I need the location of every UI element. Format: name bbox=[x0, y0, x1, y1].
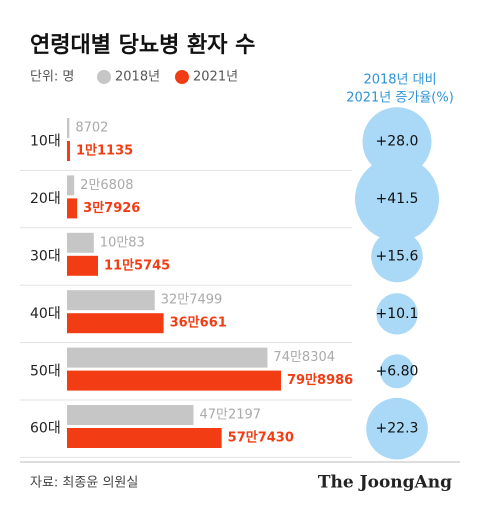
bar bbox=[67, 175, 75, 196]
source: 자료: 최종윤 의원실 bbox=[30, 476, 138, 491]
bar bbox=[67, 141, 70, 161]
value-label: 3만7926 bbox=[83, 200, 140, 216]
bar bbox=[67, 232, 94, 253]
bar bbox=[67, 290, 155, 311]
growth-bubble bbox=[366, 397, 428, 460]
growth-label: +15.6 bbox=[376, 249, 419, 265]
category-label: 50대 bbox=[30, 363, 61, 379]
bar bbox=[67, 198, 78, 219]
value-label: 1만1135 bbox=[76, 143, 133, 159]
value-label: 74만8304 bbox=[273, 350, 335, 365]
bar bbox=[67, 255, 99, 276]
value-label: 11만5745 bbox=[104, 257, 170, 273]
growth-title: 2021년 증가율(%) bbox=[346, 91, 454, 106]
category-label: 40대 bbox=[30, 306, 61, 322]
growth-bubble bbox=[376, 293, 418, 335]
value-label: 8702 bbox=[75, 121, 108, 136]
bar bbox=[67, 347, 268, 368]
legend-label: 2018년 bbox=[115, 70, 160, 85]
category-label: 10대 bbox=[30, 134, 61, 150]
chart-title: 연령대별 당뇨병 환자 수 bbox=[30, 33, 255, 58]
growth-label: +22.3 bbox=[376, 421, 419, 437]
growth-label: +41.5 bbox=[376, 191, 419, 207]
bar bbox=[67, 428, 222, 448]
value-label: 57만7430 bbox=[228, 430, 294, 446]
growth-title: 2018년 대비 bbox=[363, 73, 436, 88]
growth-label: +6.80 bbox=[376, 363, 419, 379]
category-label: 60대 bbox=[30, 421, 61, 437]
legend-label: 2021년 bbox=[193, 70, 238, 85]
legend-swatch bbox=[175, 70, 189, 84]
value-label: 2만6808 bbox=[80, 178, 133, 193]
unit-label: 단위: 명 bbox=[30, 70, 74, 85]
bar bbox=[67, 370, 281, 391]
growth-label: +10.1 bbox=[376, 306, 419, 322]
category-label: 20대 bbox=[30, 191, 61, 207]
growth-bubble bbox=[379, 354, 415, 389]
value-label: 36만661 bbox=[170, 315, 227, 331]
value-label: 47만2197 bbox=[199, 408, 261, 423]
bar bbox=[67, 313, 164, 334]
category-label: 30대 bbox=[30, 249, 61, 265]
value-label: 79만8986 bbox=[287, 372, 353, 388]
growth-bubble bbox=[371, 230, 423, 283]
legend-swatch bbox=[97, 70, 111, 84]
growth-bubble bbox=[362, 107, 432, 177]
bar bbox=[67, 405, 194, 425]
brand: The JoongAng bbox=[318, 473, 452, 493]
value-label: 10만83 bbox=[100, 235, 145, 250]
growth-bubble bbox=[355, 157, 439, 242]
growth-label: +28.0 bbox=[376, 134, 419, 150]
bar bbox=[67, 118, 70, 138]
value-label: 32만7499 bbox=[161, 293, 223, 308]
